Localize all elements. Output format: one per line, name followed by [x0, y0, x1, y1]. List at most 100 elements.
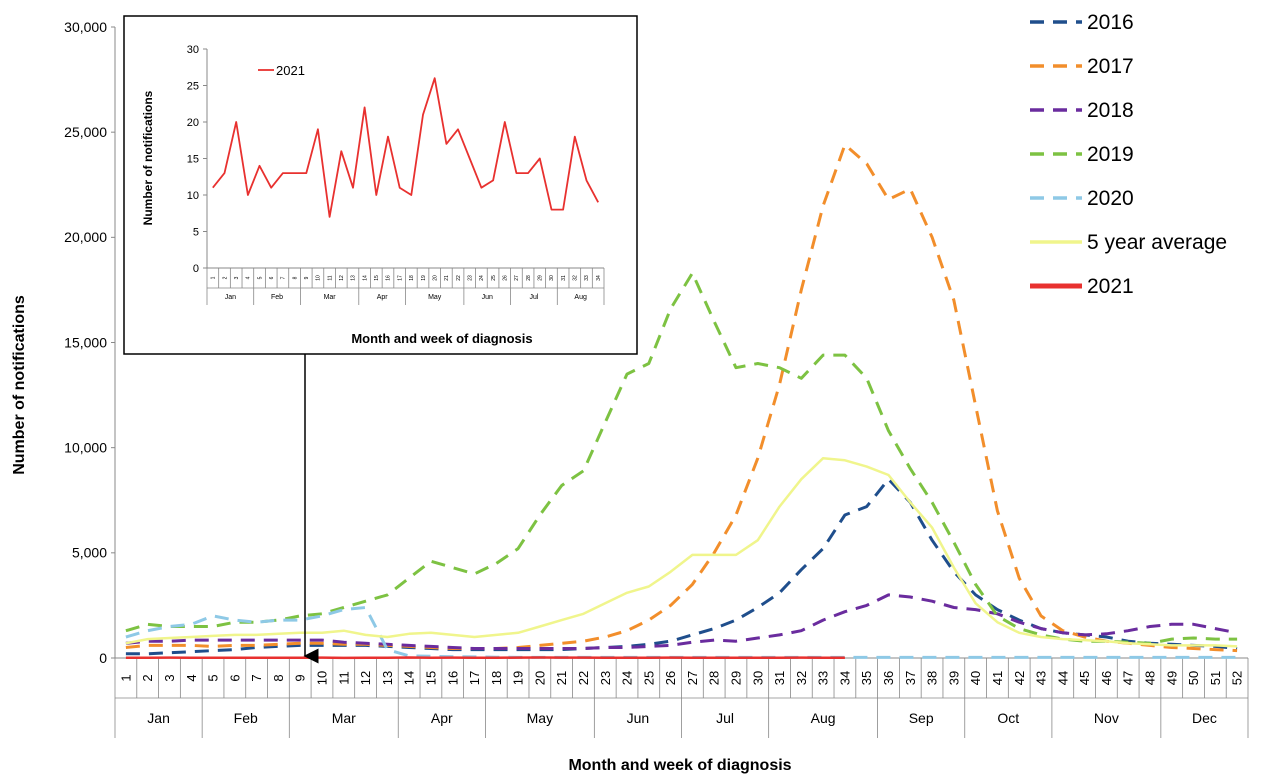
inset-month-label: May: [428, 294, 442, 301]
inset-y-tick-label: 10: [187, 190, 199, 202]
main-month-label: May: [527, 710, 553, 726]
main-week-label: 13: [380, 671, 395, 685]
main-week-label: 14: [402, 671, 417, 685]
main-week-label: 28: [707, 671, 722, 685]
main-week-label: 41: [990, 671, 1005, 685]
main-y-tick-label: 0: [99, 650, 107, 666]
main-week-label: 40: [968, 671, 983, 685]
main-week-label: 2: [140, 674, 155, 681]
inset-week-label: 16: [386, 275, 392, 281]
main-week-label: 30: [750, 671, 765, 685]
inset-week-label: 29: [538, 275, 544, 281]
main-week-label: 4: [184, 674, 199, 681]
main-week-label: 17: [467, 671, 482, 685]
main-week-label: 8: [271, 674, 286, 681]
inset-y-tick-label: 15: [187, 153, 199, 165]
main-month-label: Jun: [627, 710, 650, 726]
main-month-label: Jan: [147, 710, 170, 726]
inset-week-label: 9: [304, 276, 310, 279]
main-week-label: 38: [925, 671, 940, 685]
inset-week-label: 30: [549, 275, 555, 281]
main-x-axis-label: Month and week of diagnosis: [568, 757, 791, 774]
inset-month-label: Aug: [574, 294, 587, 301]
main-y-tick-label: 15,000: [64, 334, 107, 350]
legend-label-5-year-average: 5 year average: [1087, 231, 1227, 254]
main-week-label: 33: [816, 671, 831, 685]
main-week-label: 29: [729, 671, 744, 685]
inset-week-label: 18: [409, 275, 415, 281]
main-y-tick-label: 20,000: [64, 229, 107, 245]
main-week-label: 19: [511, 671, 526, 685]
main-series-line-2016: [126, 479, 1237, 654]
inset-y-axis-label: Number of notifications: [141, 90, 155, 225]
main-week-label: 35: [859, 671, 874, 685]
inset-week-label: 10: [316, 275, 322, 281]
inset-y-tick-label: 20: [187, 117, 199, 129]
main-week-label: 23: [598, 671, 613, 685]
main-week-label: 26: [663, 671, 678, 685]
main-week-label: 5: [206, 674, 221, 681]
main-week-label: 42: [1012, 671, 1027, 685]
inset-week-label: 25: [491, 275, 497, 281]
inset-frame: [124, 16, 637, 354]
main-y-axis-label: Number of notifications: [11, 295, 28, 475]
inset-week-label: 23: [467, 275, 473, 281]
main-month-label: Apr: [431, 710, 453, 726]
inset-week-label: 11: [327, 275, 333, 280]
main-week-label: 36: [881, 671, 896, 685]
main-week-label: 20: [532, 671, 547, 685]
main-week-label: 18: [489, 671, 504, 685]
legend-label-2016: 2016: [1087, 11, 1134, 34]
main-week-label: 24: [620, 671, 635, 685]
legend-label-2017: 2017: [1087, 55, 1134, 78]
main-week-label: 46: [1099, 671, 1114, 685]
legend-label-2019: 2019: [1087, 143, 1134, 166]
main-month-label: Mar: [332, 710, 356, 726]
main-month-label: Feb: [234, 710, 258, 726]
inset-week-label: 1: [211, 276, 217, 279]
inset-week-label: 4: [246, 276, 252, 279]
main-month-label: Dec: [1192, 710, 1217, 726]
main-week-label: 43: [1034, 671, 1049, 685]
inset-week-label: 32: [573, 275, 579, 281]
inset-x-axis-label: Month and week of diagnosis: [351, 331, 532, 346]
legend-label-2021: 2021: [1087, 275, 1134, 298]
main-week-label: 37: [903, 671, 918, 685]
inset-week-label: 2: [222, 276, 228, 279]
legend: 2016 2017 2018 2019 2020 5 year average 2021: [1030, 11, 1227, 298]
main-week-label: 50: [1186, 671, 1201, 685]
inset-week-label: 24: [479, 275, 485, 281]
inset-week-label: 12: [339, 275, 345, 281]
main-week-label: 7: [249, 674, 264, 681]
inset-month-label: Feb: [271, 294, 283, 301]
legend-label-2018: 2018: [1087, 99, 1134, 122]
main-week-label: 31: [772, 671, 787, 685]
main-week-label: 12: [358, 671, 373, 685]
main-week-label: 49: [1164, 671, 1179, 685]
main-week-label: 32: [794, 671, 809, 685]
inset-month-label: Jun: [482, 294, 493, 301]
main-y-tick-label: 10,000: [64, 440, 107, 456]
main-week-label: 52: [1230, 671, 1245, 685]
main-week-label: 25: [641, 671, 656, 685]
main-month-label: Jul: [716, 710, 734, 726]
inset-y-tick-label: 0: [193, 263, 199, 275]
inset-week-label: 27: [514, 275, 520, 281]
main-week-label: 9: [293, 674, 308, 681]
main-week-label: 3: [162, 674, 177, 681]
inset-week-label: 22: [456, 275, 462, 281]
main-week-label: 39: [946, 671, 961, 685]
inset-legend-label: 2021: [276, 63, 305, 78]
inset-week-label: 8: [292, 276, 298, 279]
main-month-label: Aug: [811, 710, 836, 726]
main-week-label: 11: [336, 671, 351, 685]
inset-y-tick-label: 5: [193, 226, 199, 238]
inset-week-label: 6: [269, 276, 275, 279]
main-week-label: 10: [315, 671, 330, 685]
main-week-label: 48: [1143, 671, 1158, 685]
main-week-label: 34: [837, 671, 852, 685]
main-week-label: 47: [1121, 671, 1136, 685]
inset-y-tick-label: 30: [187, 44, 199, 56]
main-week-label: 27: [685, 671, 700, 685]
